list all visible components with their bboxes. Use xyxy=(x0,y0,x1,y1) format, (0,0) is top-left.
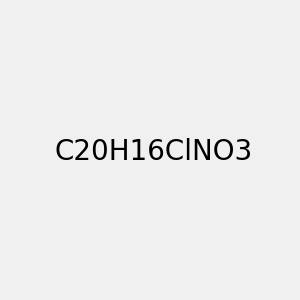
Text: C20H16ClNO3: C20H16ClNO3 xyxy=(55,137,253,166)
